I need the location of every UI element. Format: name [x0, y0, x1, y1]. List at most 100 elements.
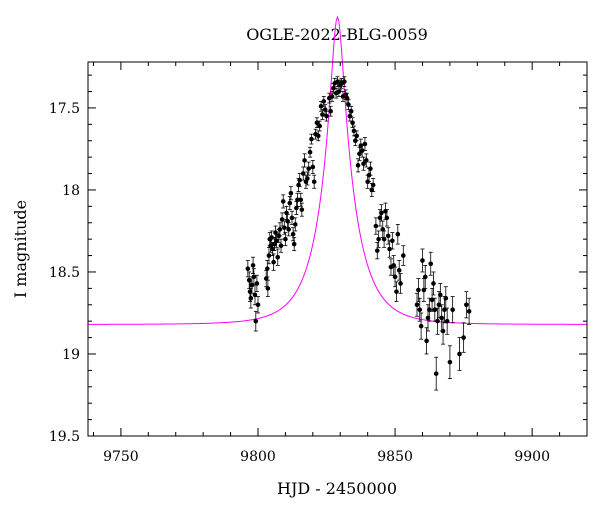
point-marker — [287, 200, 293, 206]
point-marker — [328, 108, 333, 114]
point-marker — [272, 241, 277, 247]
point-marker — [370, 182, 376, 188]
data-point — [373, 217, 379, 235]
point-marker — [381, 236, 387, 242]
data-point — [342, 76, 347, 88]
data-point — [422, 265, 428, 289]
data-point — [363, 153, 369, 168]
y-axis-label: I magnitude — [11, 200, 30, 298]
data-point — [427, 297, 432, 322]
data-point — [384, 209, 390, 227]
point-marker — [246, 277, 252, 283]
data-point — [440, 317, 446, 345]
point-marker — [292, 222, 298, 227]
point-marker — [285, 218, 290, 224]
y-tick-label: 18.5 — [49, 265, 80, 281]
point-marker — [390, 238, 395, 244]
point-marker — [435, 318, 440, 324]
point-marker — [421, 287, 427, 293]
point-marker — [398, 281, 403, 286]
point-marker — [286, 227, 291, 232]
y-tick-label: 19 — [62, 347, 80, 363]
y-tick-label: 17.5 — [49, 101, 80, 117]
point-marker — [265, 286, 271, 291]
point-marker — [351, 128, 357, 134]
data-point — [289, 210, 295, 225]
point-marker — [355, 163, 361, 168]
data-point — [302, 153, 307, 168]
point-marker — [321, 99, 327, 104]
model-curve — [87, 15, 588, 325]
data-point — [290, 227, 296, 242]
point-marker — [418, 323, 424, 329]
data-point — [294, 201, 299, 215]
data-point — [317, 120, 322, 132]
data-point — [310, 160, 316, 174]
point-marker — [324, 113, 329, 119]
data-point — [376, 230, 381, 248]
point-marker — [427, 307, 432, 312]
point-marker — [278, 243, 284, 249]
point-marker — [270, 246, 275, 252]
point-marker — [401, 253, 406, 258]
data-point — [387, 240, 392, 258]
plot-frame — [87, 61, 588, 437]
data-point — [245, 260, 251, 278]
data-point — [266, 246, 272, 265]
data-point — [286, 222, 291, 237]
x-tick-label: 9750 — [103, 449, 139, 465]
point-marker — [311, 179, 317, 185]
data-point — [374, 242, 380, 260]
point-marker — [297, 177, 302, 183]
point-marker — [392, 274, 398, 280]
point-marker — [461, 335, 466, 340]
point-marker — [361, 161, 366, 167]
point-marker — [359, 148, 365, 153]
point-marker — [289, 215, 295, 221]
point-marker — [284, 210, 289, 216]
data-point — [401, 245, 406, 266]
point-marker — [396, 268, 402, 273]
point-marker — [440, 328, 446, 334]
data-point — [292, 217, 298, 232]
point-marker — [447, 359, 453, 365]
data-point — [381, 230, 387, 248]
data-point — [254, 274, 260, 293]
data-point — [316, 130, 321, 142]
data-point — [285, 214, 290, 229]
point-marker — [344, 95, 350, 101]
point-marker — [271, 259, 276, 265]
data-point — [253, 310, 259, 332]
point-marker — [374, 248, 380, 253]
data-point — [311, 174, 317, 189]
data-point — [255, 296, 261, 314]
point-marker — [291, 241, 297, 247]
point-marker — [317, 123, 322, 129]
point-marker — [350, 120, 355, 125]
point-marker — [384, 215, 390, 221]
data-point — [466, 297, 472, 325]
data-point — [396, 260, 402, 281]
data-point — [251, 268, 257, 286]
data-point — [464, 291, 469, 319]
point-marker — [294, 205, 299, 211]
point-marker — [320, 112, 325, 117]
point-marker — [298, 197, 304, 203]
data-point — [394, 281, 399, 302]
point-marker — [310, 164, 316, 170]
data-point — [314, 117, 320, 129]
point-marker — [318, 103, 324, 109]
point-marker — [329, 94, 335, 99]
data-point — [428, 251, 434, 276]
point-marker — [394, 289, 399, 294]
point-marker — [302, 158, 307, 163]
point-marker — [252, 292, 258, 298]
point-marker — [277, 227, 283, 232]
data-point — [283, 232, 288, 247]
data-point — [324, 110, 329, 122]
data-point — [395, 223, 401, 245]
point-marker — [385, 233, 391, 239]
point-marker — [283, 236, 288, 242]
data-point — [305, 171, 310, 186]
data-point — [248, 287, 254, 309]
